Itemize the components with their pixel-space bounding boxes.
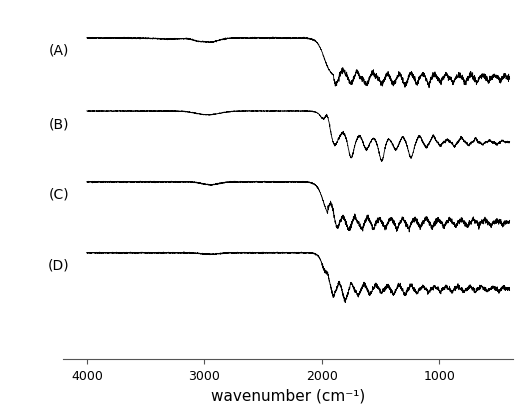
Text: (D): (D) (48, 258, 69, 272)
X-axis label: wavenumber (cm⁻¹): wavenumber (cm⁻¹) (211, 387, 366, 403)
Text: (A): (A) (49, 43, 69, 57)
Text: (B): (B) (49, 117, 69, 131)
Text: (C): (C) (49, 188, 69, 201)
